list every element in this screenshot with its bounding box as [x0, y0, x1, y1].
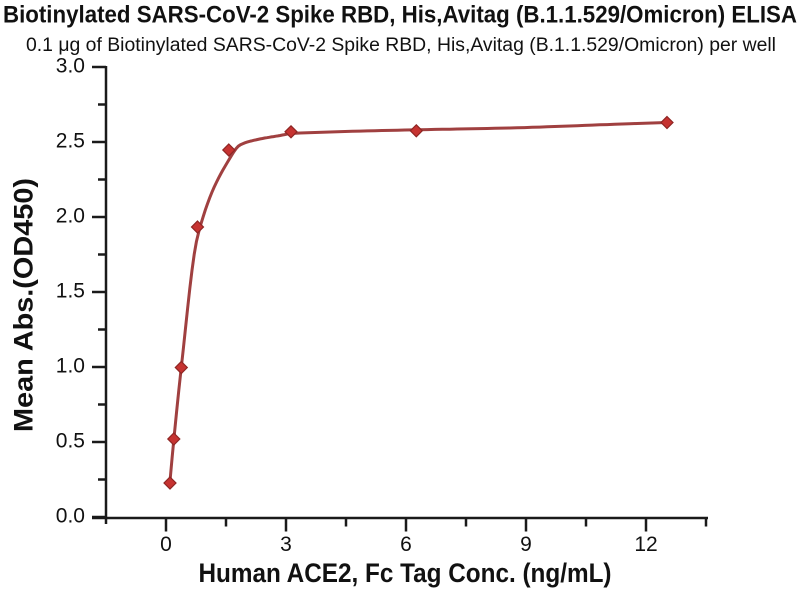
svg-text:3.0: 3.0	[56, 55, 85, 78]
svg-text:9: 9	[520, 533, 532, 556]
svg-text:6: 6	[400, 533, 412, 556]
svg-text:0: 0	[160, 533, 172, 556]
svg-text:Mean Abs.(OD450): Mean Abs.(OD450)	[9, 178, 39, 432]
svg-text:2.5: 2.5	[56, 130, 85, 153]
svg-text:0.0: 0.0	[56, 505, 85, 528]
svg-text:2.0: 2.0	[56, 205, 85, 228]
svg-text:1.5: 1.5	[56, 280, 85, 303]
svg-text:Biotinylated SARS-CoV-2 Spike: Biotinylated SARS-CoV-2 Spike RBD, His,A…	[3, 2, 797, 29]
svg-text:3: 3	[280, 533, 292, 556]
svg-text:1.0: 1.0	[56, 355, 85, 378]
svg-text:0.1 μg of Biotinylated SARS-Co: 0.1 μg of Biotinylated SARS-CoV-2 Spike …	[26, 35, 776, 56]
svg-text:0.5: 0.5	[56, 430, 85, 453]
svg-text:Human ACE2, Fc Tag Conc. (ng/m: Human ACE2, Fc Tag Conc. (ng/mL)	[199, 558, 612, 588]
svg-text:12: 12	[634, 533, 657, 556]
